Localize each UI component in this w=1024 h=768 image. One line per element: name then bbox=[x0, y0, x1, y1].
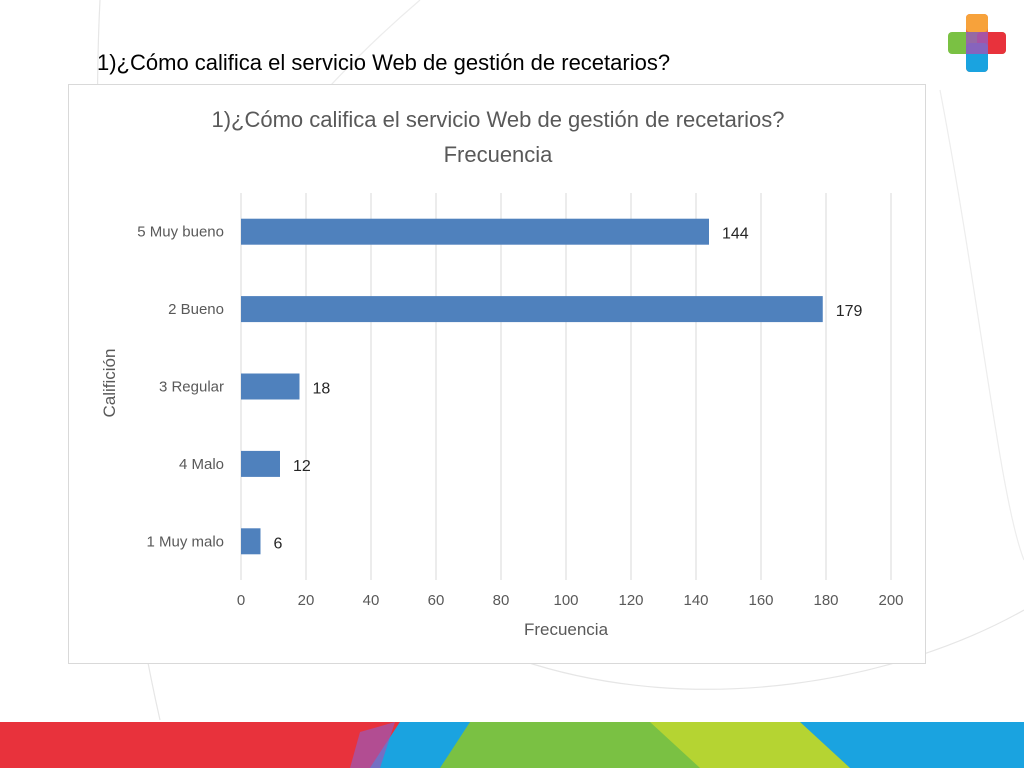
x-tick-label-40: 40 bbox=[363, 592, 380, 609]
bar-4 bbox=[241, 528, 261, 555]
bottom-color-band bbox=[0, 722, 1024, 768]
category-label-3: 4 Malo bbox=[179, 456, 224, 473]
x-tick-label-60: 60 bbox=[428, 592, 445, 609]
chart-frame: 1)¿Cómo califica el servicio Web de gest… bbox=[68, 84, 926, 664]
bar-3 bbox=[241, 450, 280, 477]
slide-title: 1)¿Cómo califica el servicio Web de gest… bbox=[97, 50, 671, 75]
category-label-1: 2 Bueno bbox=[168, 301, 224, 318]
x-tick-label-100: 100 bbox=[553, 592, 578, 609]
bar-0 bbox=[241, 218, 709, 245]
bar-2 bbox=[241, 373, 300, 400]
x-tick-label-140: 140 bbox=[683, 592, 708, 609]
bar-chart: 1)¿Cómo califica el servicio Web de gest… bbox=[100, 107, 904, 639]
category-label-4: 1 Muy malo bbox=[146, 533, 224, 550]
category-label-2: 3 Regular bbox=[159, 379, 224, 396]
medical-cross-logo-icon bbox=[948, 14, 1006, 72]
x-tick-label-80: 80 bbox=[493, 592, 510, 609]
data-label-1: 179 bbox=[836, 303, 863, 320]
data-label-3: 12 bbox=[293, 458, 311, 475]
x-tick-label-160: 160 bbox=[748, 592, 773, 609]
data-label-4: 6 bbox=[274, 535, 283, 552]
chart-subtitle: Frecuencia bbox=[444, 142, 554, 167]
bar-1 bbox=[241, 296, 823, 323]
data-label-0: 144 bbox=[722, 226, 749, 243]
category-label-0: 5 Muy bueno bbox=[137, 224, 224, 241]
x-tick-label-0: 0 bbox=[237, 592, 245, 609]
x-tick-label-200: 200 bbox=[878, 592, 903, 609]
chart-title: 1)¿Cómo califica el servicio Web de gest… bbox=[211, 107, 784, 132]
x-tick-label-120: 120 bbox=[618, 592, 643, 609]
x-tick-label-180: 180 bbox=[813, 592, 838, 609]
data-label-2: 18 bbox=[313, 381, 331, 398]
y-axis-title: Califición bbox=[100, 349, 119, 418]
x-axis-title: Frecuencia bbox=[524, 620, 609, 639]
x-tick-label-20: 20 bbox=[298, 592, 315, 609]
